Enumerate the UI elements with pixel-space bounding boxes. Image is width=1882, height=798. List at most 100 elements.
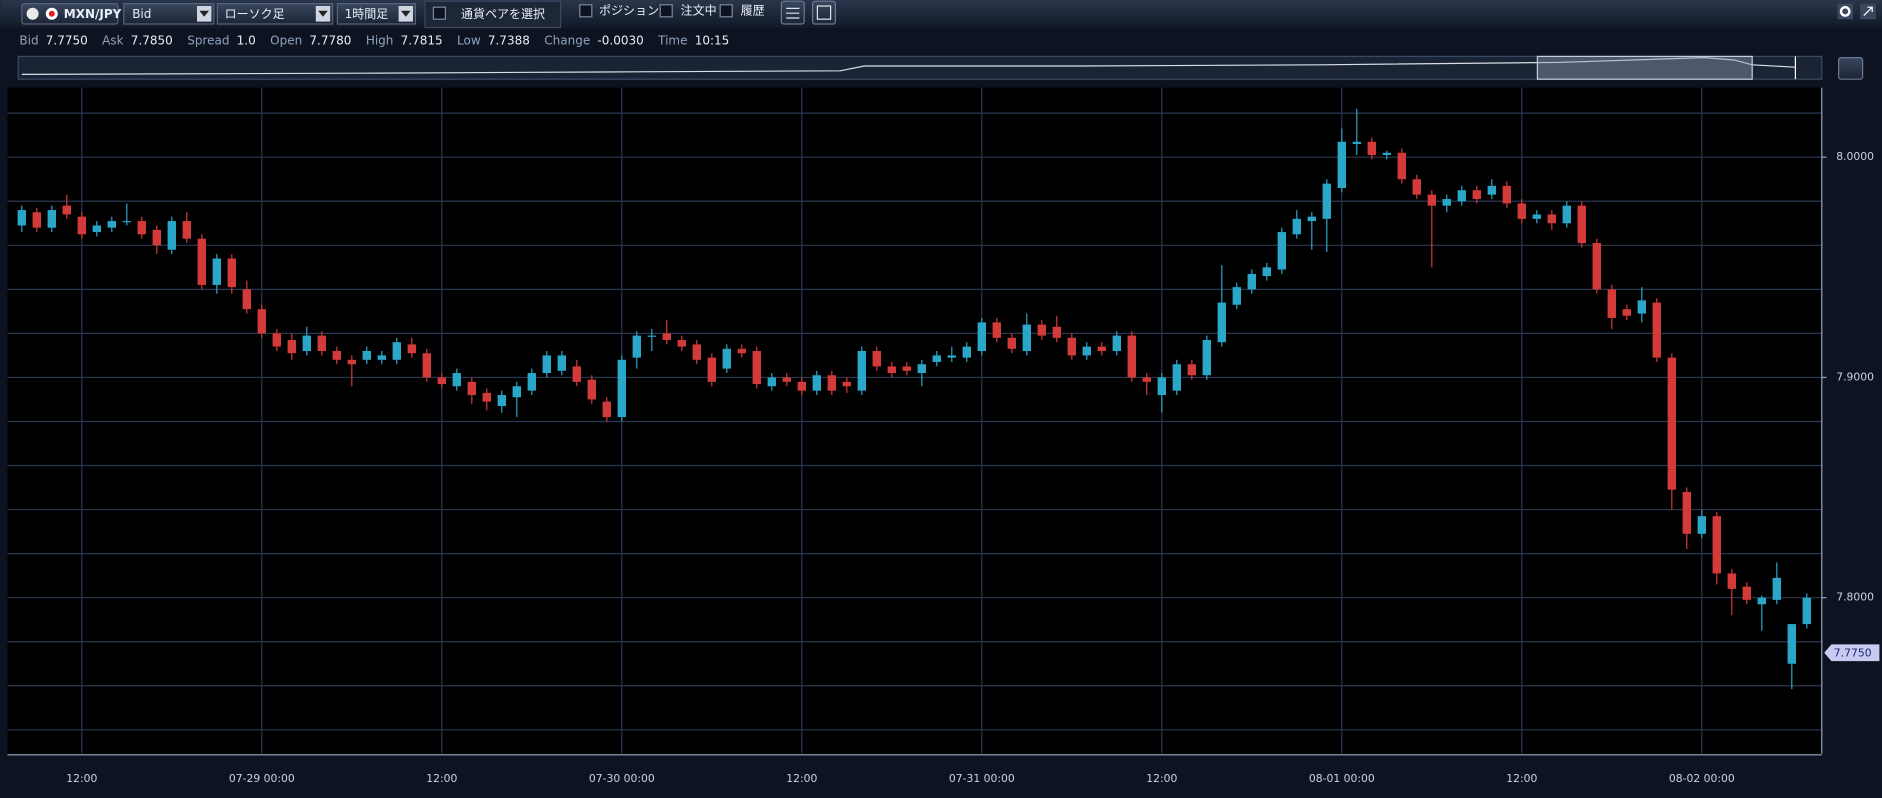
icon-button[interactable] <box>811 0 836 25</box>
checkbox[interactable] <box>719 4 733 18</box>
y-tick-label: 7.8000 <box>1836 591 1874 604</box>
candle-body <box>527 373 536 391</box>
pair-select-button[interactable] <box>424 0 562 29</box>
candle-body <box>1367 141 1376 155</box>
candle-body <box>1052 326 1061 338</box>
candle-body <box>287 339 296 354</box>
candle-body <box>812 375 821 391</box>
candle-body <box>902 366 911 371</box>
candle-body <box>332 351 341 360</box>
info-label: Ask <box>102 33 123 47</box>
candle-body <box>977 322 986 352</box>
x-tick-label: 08-01 00:00 <box>1309 772 1375 785</box>
candle-body <box>167 221 176 250</box>
x-tick-label: 12:00 <box>1506 772 1537 785</box>
info-value: -0.0030 <box>597 33 643 47</box>
x-tick-label: 07-31 00:00 <box>949 772 1015 785</box>
candle-body <box>857 351 866 391</box>
candle-body <box>47 210 56 228</box>
candle-body <box>137 221 146 235</box>
icon <box>786 7 800 19</box>
candle-body <box>467 381 476 396</box>
info-label: Change <box>544 33 590 47</box>
candle-body <box>182 221 191 239</box>
candle-body <box>722 348 731 369</box>
x-tick-label: 12:00 <box>1146 772 1177 785</box>
last-price-marker <box>1824 644 1880 662</box>
candle-body <box>917 364 926 374</box>
candle-body <box>647 335 656 337</box>
timeframe-select[interactable] <box>336 3 416 25</box>
candle-body <box>1502 185 1511 204</box>
candle-body <box>1562 205 1571 224</box>
candle-body <box>1772 577 1781 600</box>
candle-body <box>992 322 1001 338</box>
symbol-box[interactable] <box>21 3 119 25</box>
check-label: 注文中 <box>681 2 717 17</box>
info-value: 7.7850 <box>131 33 173 47</box>
candle-body <box>497 395 506 407</box>
candle-body <box>377 355 386 360</box>
candle-body <box>752 351 761 385</box>
price-side-select[interactable] <box>123 3 215 25</box>
checkbox[interactable] <box>659 4 673 18</box>
x-tick-label: 12:00 <box>66 772 97 785</box>
candle-body <box>212 258 221 285</box>
candle-body <box>1172 364 1181 391</box>
candle-body <box>797 381 806 391</box>
candle-body <box>1397 152 1406 180</box>
candle-body <box>1262 267 1271 277</box>
candle-body <box>932 355 941 363</box>
candle-body <box>1382 152 1391 155</box>
candle-body <box>152 229 161 246</box>
candle-body <box>1337 141 1346 189</box>
candle-body <box>1157 377 1166 396</box>
chart-style-select[interactable] <box>216 3 334 25</box>
candle-body <box>1127 335 1136 378</box>
candle-body <box>1307 216 1316 222</box>
candle-body <box>782 377 791 382</box>
candle-body <box>92 225 101 233</box>
candle-body <box>1547 214 1556 224</box>
candle-body <box>452 373 461 387</box>
candle-body <box>707 357 716 382</box>
x-tick-label: 08-02 00:00 <box>1669 772 1735 785</box>
candle-body <box>362 351 371 360</box>
navigator-window[interactable] <box>1536 55 1753 80</box>
chart-style: ローソク足 <box>225 7 285 21</box>
candle-body <box>767 377 776 387</box>
candle-body <box>257 309 266 334</box>
candle-body <box>272 333 281 347</box>
zoom-button[interactable] <box>1838 56 1864 80</box>
candle-body <box>1217 302 1226 343</box>
info-value: 1.0 <box>237 33 256 47</box>
settings-button[interactable] <box>1837 3 1853 20</box>
candle-body <box>1082 346 1091 356</box>
checkbox[interactable] <box>432 6 446 20</box>
checkbox[interactable] <box>579 4 593 18</box>
candle-body <box>692 344 701 360</box>
candle-body <box>392 342 401 360</box>
candle-body <box>1757 597 1766 605</box>
candle-body <box>197 238 206 285</box>
x-tick-label: 07-29 00:00 <box>229 772 295 785</box>
last-price-label: 7.7750 <box>1834 646 1872 659</box>
x-tick-label: 12:00 <box>426 772 457 785</box>
navigator <box>17 55 1823 80</box>
candle-body <box>1517 203 1526 219</box>
info-label: Time <box>657 33 687 47</box>
candle-body <box>1787 624 1796 664</box>
flag-jp-dot <box>48 10 55 17</box>
candle-body <box>1292 218 1301 235</box>
candle-body <box>602 401 611 418</box>
candle-body <box>1532 214 1541 219</box>
candle-body <box>1007 337 1016 349</box>
candle-body <box>662 333 671 340</box>
candle-body <box>587 379 596 400</box>
candle-body <box>1682 491 1691 534</box>
candle-body <box>737 348 746 354</box>
timeframe: 1時間足 <box>345 7 389 21</box>
y-tick-label: 7.9000 <box>1836 370 1874 383</box>
